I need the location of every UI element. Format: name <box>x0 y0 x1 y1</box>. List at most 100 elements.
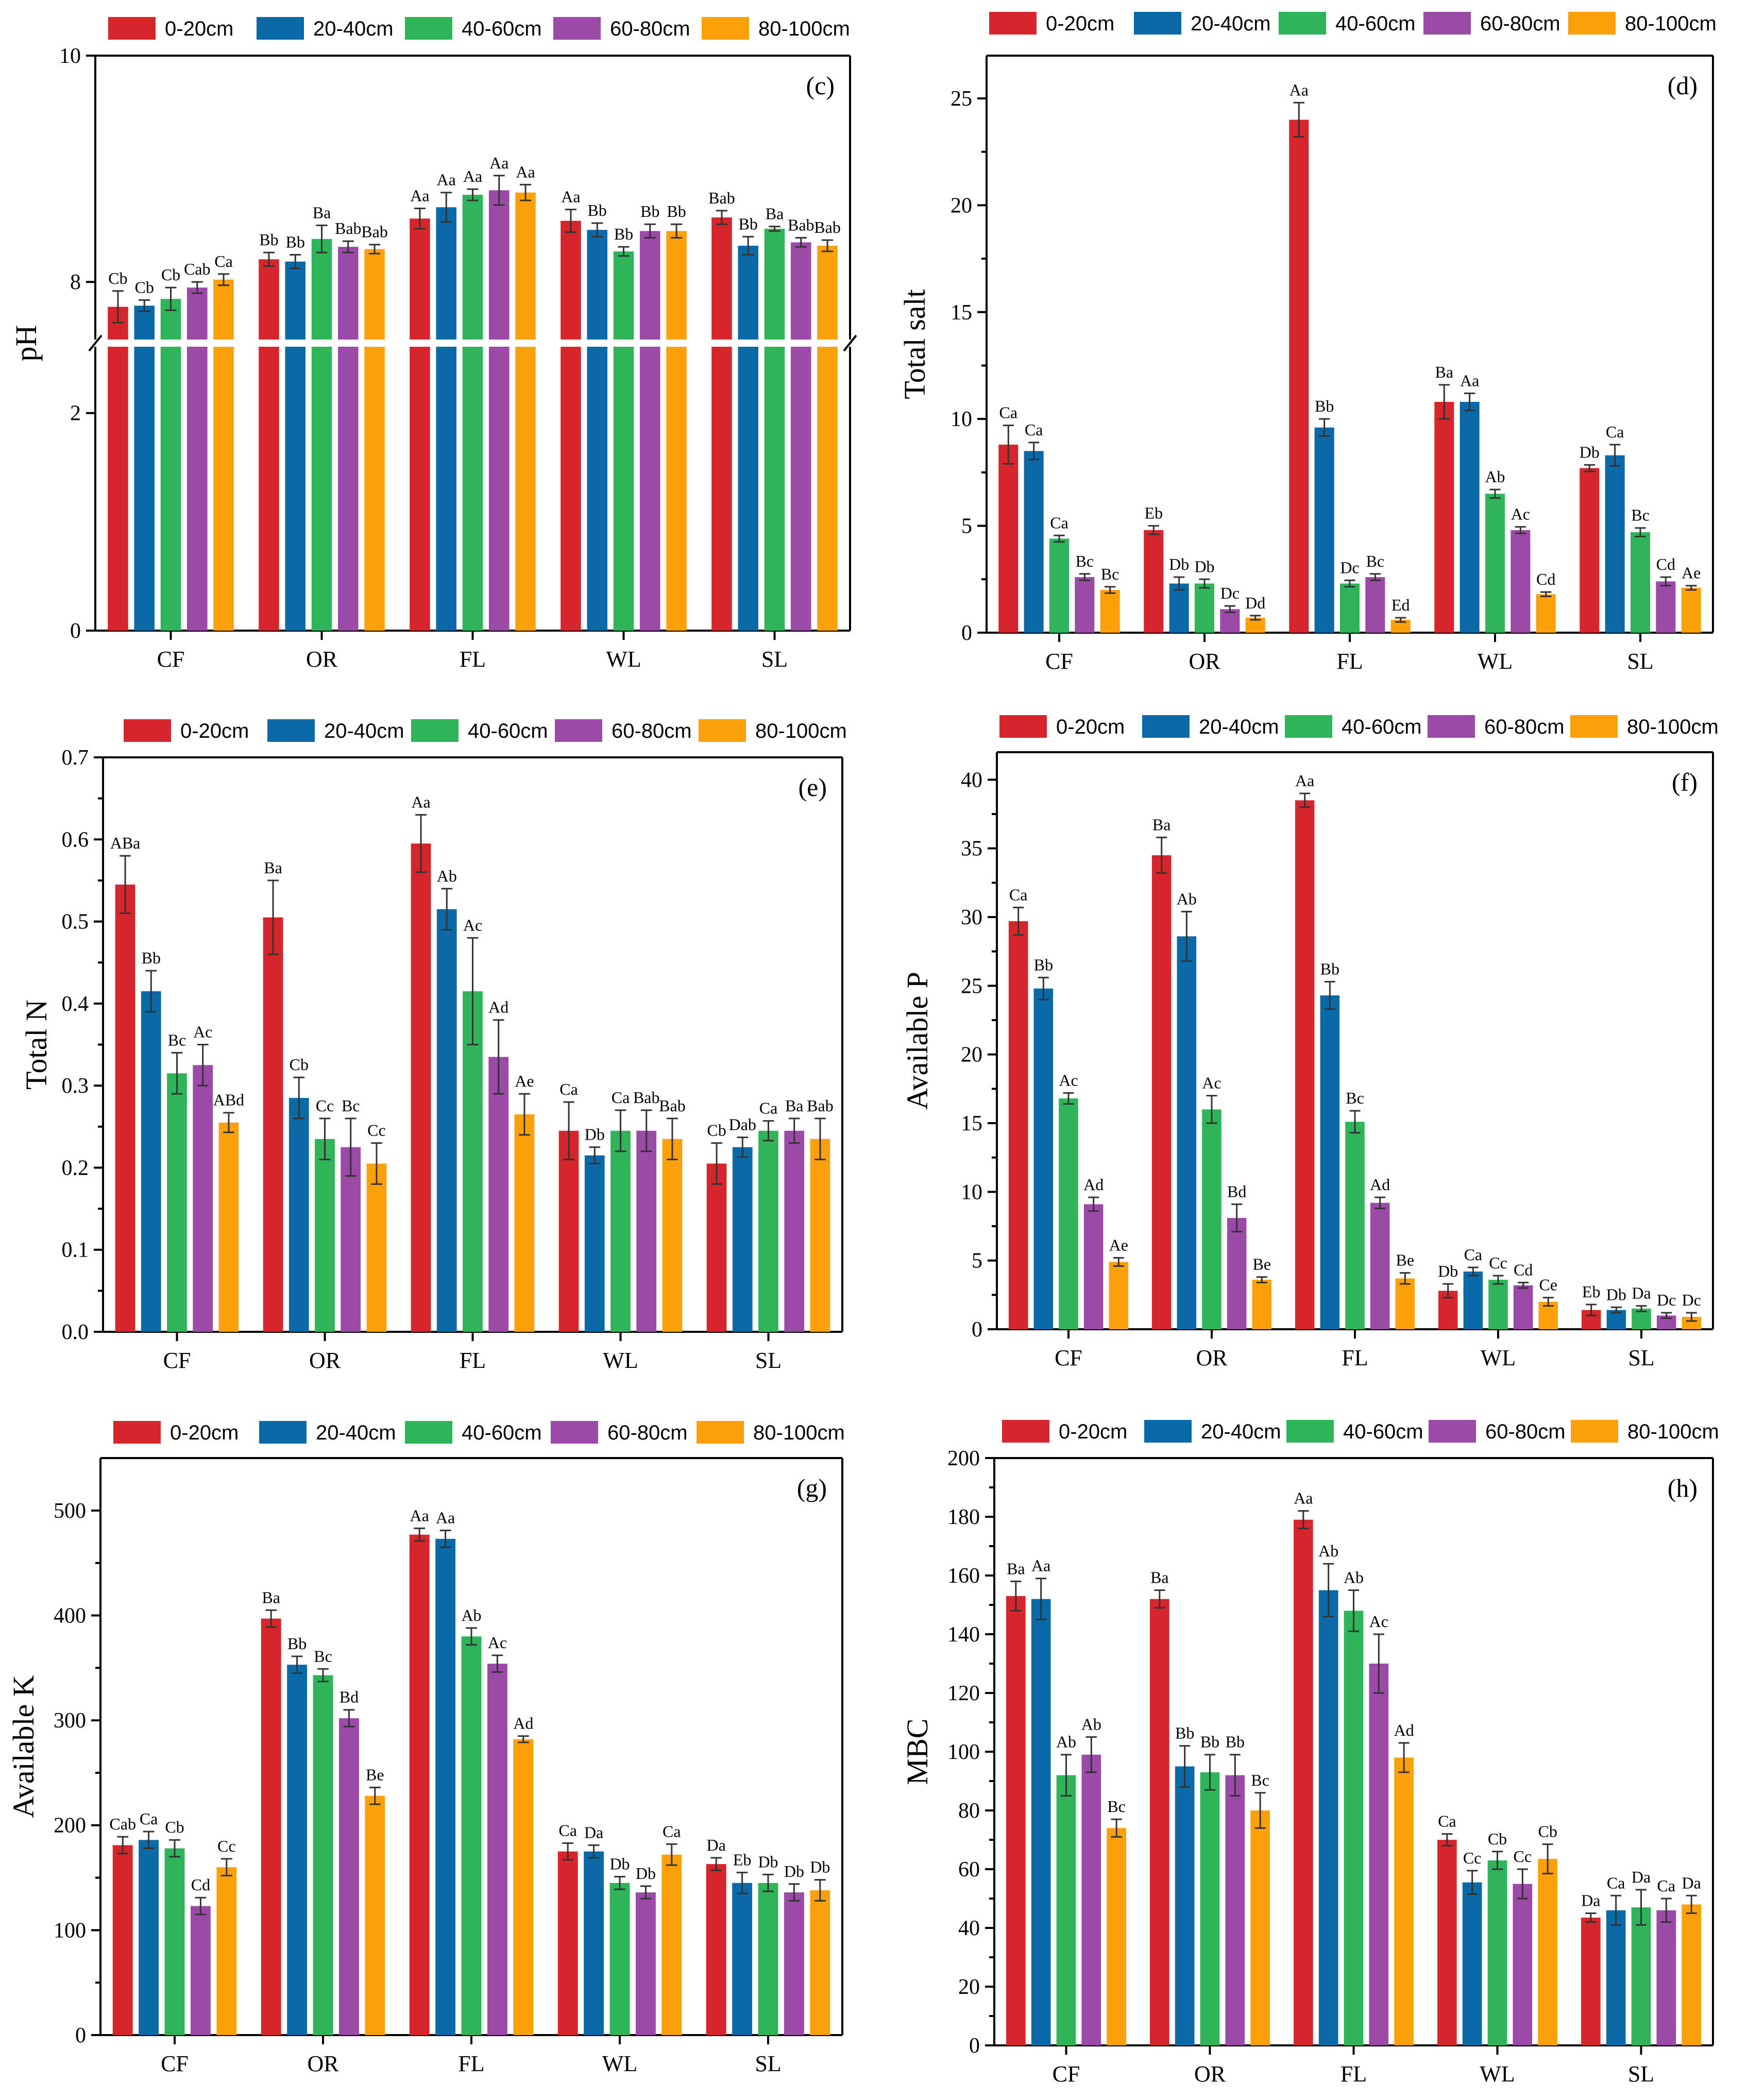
y-tick-label: 25 <box>951 87 972 111</box>
error-bar <box>1467 1870 1478 1895</box>
bar <box>1394 1757 1414 2045</box>
significance-label: Ac <box>193 1023 212 1041</box>
y-tick-label: 10 <box>951 408 972 431</box>
y-tick-label: 0.7 <box>62 746 89 770</box>
significance-label: Bb <box>667 202 686 221</box>
legend-swatch <box>405 1421 452 1444</box>
bar <box>1109 1262 1129 1329</box>
significance-label: Eb <box>1145 504 1163 522</box>
legend-swatch <box>1568 12 1616 35</box>
significance-label: Ab <box>1485 467 1505 486</box>
x-tick-label: FL <box>458 2051 484 2076</box>
significance-label: Ca <box>1009 885 1028 904</box>
significance-label: ABd <box>213 1091 244 1109</box>
bar <box>666 231 687 631</box>
error-bar <box>440 192 452 223</box>
error-bar <box>1586 1303 1597 1316</box>
bar <box>338 1718 359 2035</box>
legend-label: 60-80cm <box>1484 716 1565 738</box>
error-bar <box>716 210 728 225</box>
bar <box>662 1139 683 1332</box>
bar <box>584 1155 605 1332</box>
significance-label: Bb <box>1315 397 1334 415</box>
bar <box>635 1892 656 2035</box>
y-tick-label: 40 <box>961 768 982 792</box>
significance-label: Ab <box>1081 1715 1101 1734</box>
legend-swatch <box>697 1421 744 1444</box>
bar <box>461 1636 482 2035</box>
bar <box>661 1854 682 2035</box>
significance-label: Bd <box>340 1688 359 1706</box>
significance-label: Ca <box>214 252 233 270</box>
error-bar <box>1181 910 1192 962</box>
bar <box>1100 590 1120 633</box>
y-tick-label: 120 <box>947 1682 980 1705</box>
significance-label: Ab <box>1318 1542 1338 1560</box>
bar-break-gap <box>107 340 129 347</box>
error-bar <box>1374 1196 1386 1209</box>
significance-label: Cb <box>707 1121 726 1140</box>
error-bar <box>1323 1563 1334 1618</box>
bar <box>784 1130 805 1332</box>
significance-label: Ac <box>463 916 482 934</box>
significance-label: Ba <box>1150 1568 1169 1587</box>
bar-break-gap <box>559 340 582 347</box>
significance-label: Bab <box>807 1096 834 1115</box>
significance-label: Da <box>707 1836 726 1854</box>
error-bar <box>345 1117 357 1177</box>
bar <box>557 1851 578 2035</box>
error-bar <box>1088 1196 1099 1212</box>
y-tick-label: 140 <box>947 1623 980 1647</box>
bar <box>213 279 234 631</box>
bar <box>115 884 135 1332</box>
error-bar <box>769 226 780 232</box>
error-bar <box>1660 1898 1672 1923</box>
significance-label: Db <box>1438 1262 1458 1280</box>
significance-label: Ba <box>766 205 784 223</box>
bar <box>636 1130 657 1332</box>
legend-swatch <box>1570 715 1618 738</box>
chart-panel-d: 0-20cm 20-40cm 40-60cm 60-80cm 80-100cm 0 5 10 1… <box>898 12 1717 674</box>
bar <box>1434 402 1454 633</box>
error-bar <box>414 1527 426 1542</box>
error-bar <box>316 224 328 253</box>
y-tick-label: 20 <box>961 1043 982 1067</box>
significance-label: Ac <box>488 1633 507 1652</box>
significance-label: Bab <box>659 1096 686 1115</box>
bar <box>1511 530 1531 633</box>
error-bar <box>1661 1312 1672 1319</box>
error-bar <box>112 290 124 324</box>
significance-label: Cd <box>1514 1260 1533 1279</box>
x-tick-label: FL <box>1342 1345 1368 1370</box>
significance-label: Aa <box>1294 1489 1313 1508</box>
x-tick-label: SL <box>1628 1345 1654 1370</box>
legend-label: 60-80cm <box>610 18 690 40</box>
significance-label: Cb <box>161 265 180 284</box>
error-bar <box>1179 1745 1191 1788</box>
x-tick-label: CF <box>163 1348 191 1373</box>
error-bar <box>467 188 479 201</box>
error-bar <box>441 888 453 930</box>
error-bar <box>1441 1833 1453 1847</box>
bar <box>411 843 431 1332</box>
significance-label: Db <box>758 1852 778 1871</box>
error-bar <box>1154 1589 1165 1609</box>
error-bar <box>710 1857 722 1871</box>
significance-label: Db <box>810 1858 830 1876</box>
error-bar <box>342 240 354 253</box>
bar <box>139 1840 159 2035</box>
significance-label: Aa <box>1031 1556 1050 1575</box>
bar <box>1606 1910 1626 2045</box>
y-tick-label: 35 <box>961 837 982 861</box>
bar-break-gap <box>586 340 609 347</box>
significance-label: Cd <box>1536 570 1555 588</box>
bar <box>1289 120 1309 633</box>
bar <box>810 1890 830 2035</box>
error-bar <box>615 1109 626 1153</box>
legend-swatch <box>1571 1420 1618 1443</box>
significance-label: Ab <box>1177 889 1197 908</box>
significance-label: Dc <box>1657 1291 1676 1309</box>
error-bar <box>343 1709 355 1728</box>
error-bar <box>1542 1843 1553 1875</box>
